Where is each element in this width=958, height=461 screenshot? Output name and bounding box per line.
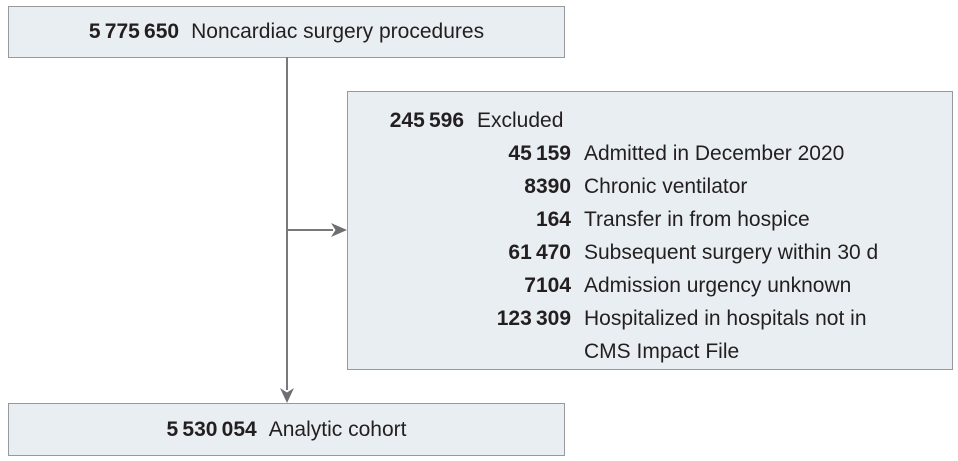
excluded-item-label: Subsequent surgery within 30 d [584, 241, 879, 264]
excluded-item-label: Hospitalized in hospitals not in CMS Imp… [584, 307, 867, 363]
excluded-item-row: 123 309 Hospitalized in hospitals not in… [348, 302, 936, 368]
analytic-cohort-label: Analytic cohort [268, 417, 407, 441]
down-arrowhead-icon [280, 388, 294, 403]
excluded-item-label: Admission urgency unknown [584, 274, 852, 297]
excluded-total-label: Excluded [477, 109, 564, 132]
excluded-header-row: 245 596 Excluded [348, 104, 936, 137]
excluded-item-count: 7104 [524, 274, 571, 297]
flow-box-noncardiac-procedures: 5 775 650 Noncardiac surgery procedures [8, 6, 565, 58]
flow-box-analytic-cohort: 5 530 054 Analytic cohort [8, 403, 565, 456]
analytic-cohort-count: 5 530 054 [166, 417, 257, 441]
flow-box-excluded: 245 596 Excluded 45 159 Admitted in Dece… [347, 91, 953, 370]
excluded-item-row: 164 Transfer in from hospice [348, 203, 936, 236]
horizontal-branch-line [287, 229, 333, 231]
excluded-item-label: Chronic ventilator [584, 175, 748, 198]
excluded-item-count: 123 309 [496, 307, 571, 330]
excluded-item-count: 45 159 [508, 142, 571, 165]
excluded-item-label: Admitted in December 2020 [584, 142, 845, 165]
excluded-item-count: 61 470 [508, 241, 571, 264]
excluded-item-label: Transfer in from hospice [584, 208, 810, 231]
noncardiac-procedures-count: 5 775 650 [88, 20, 180, 43]
excluded-total-count: 245 596 [389, 109, 464, 132]
excluded-item-row: 45 159 Admitted in December 2020 [348, 137, 936, 170]
excluded-item-row: 8390 Chronic ventilator [348, 170, 936, 203]
vertical-connector-line [286, 57, 288, 390]
right-arrowhead-icon [331, 223, 347, 237]
excluded-item-row: 7104 Admission urgency unknown [348, 269, 936, 302]
excluded-item-count: 164 [535, 208, 571, 231]
excluded-item-count: 8390 [524, 175, 571, 198]
excluded-item-row: 61 470 Subsequent surgery within 30 d [348, 236, 936, 269]
noncardiac-procedures-label: Noncardiac surgery procedures [191, 20, 485, 43]
